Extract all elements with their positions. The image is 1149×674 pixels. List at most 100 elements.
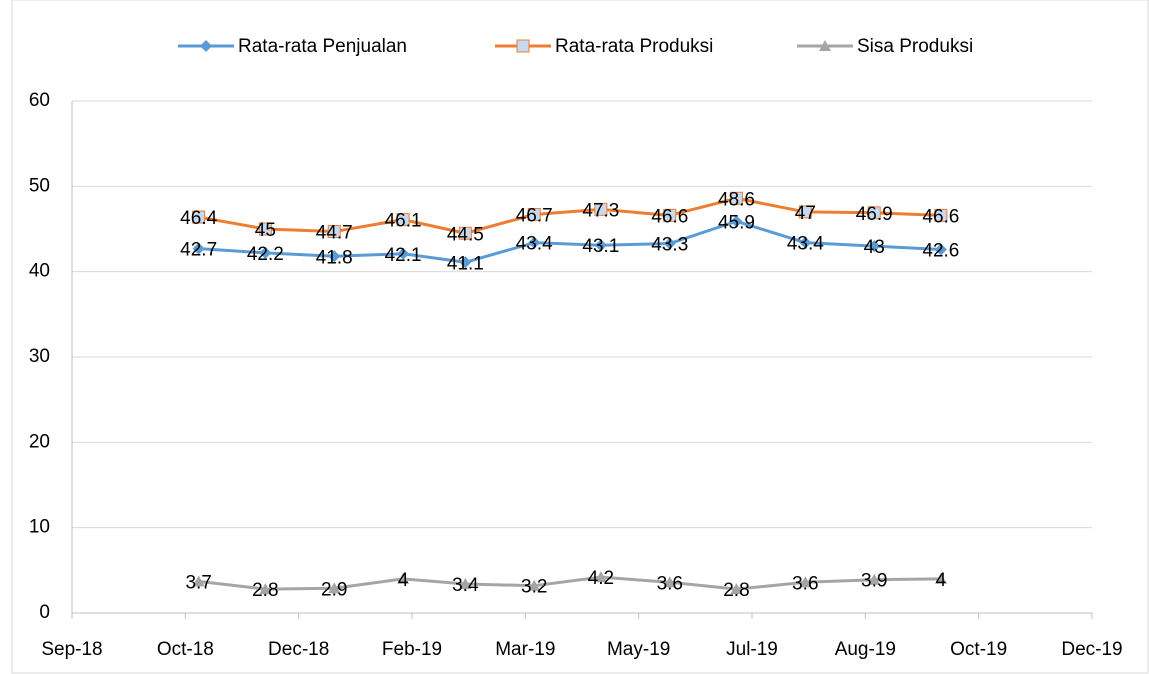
data-label: 48.6 (718, 189, 755, 210)
data-label: 2.8 (723, 580, 749, 601)
point-marker (798, 205, 812, 219)
data-label: 3.6 (657, 573, 683, 594)
legend-marker (819, 40, 831, 51)
x-tick-label: Oct-19 (950, 639, 1007, 660)
series-line (198, 219, 941, 264)
data-label: 43.3 (651, 235, 688, 256)
point-marker (458, 226, 472, 240)
data-label: 46.6 (651, 206, 688, 227)
data-label: 43.4 (787, 234, 824, 255)
point-marker (459, 577, 472, 589)
data-label: 45 (255, 220, 276, 241)
point-marker (328, 582, 341, 594)
data-label: 42.7 (180, 240, 217, 261)
point-marker (663, 576, 676, 588)
data-label: 43.4 (516, 234, 553, 255)
x-tick-label: Oct-18 (157, 639, 214, 660)
point-marker (730, 583, 743, 595)
point-marker (594, 239, 607, 252)
data-label: 3.2 (521, 577, 547, 598)
x-tick-label: May-19 (607, 639, 670, 660)
data-label: 2.9 (321, 579, 347, 600)
legend-label: Rata-rata Penjualan (238, 36, 407, 57)
point-marker (259, 583, 272, 595)
y-tick-label: 0 (39, 602, 50, 623)
point-marker (527, 207, 541, 221)
data-label: 43 (864, 237, 885, 258)
point-marker (328, 250, 341, 263)
point-marker (594, 202, 608, 216)
data-label: 44.5 (447, 224, 484, 245)
x-tick-label: Mar-19 (495, 639, 555, 660)
data-label: 41.1 (447, 253, 484, 274)
point-marker (934, 208, 948, 222)
point-marker (594, 571, 607, 583)
y-tick-label: 50 (29, 175, 50, 196)
point-marker (396, 213, 410, 227)
data-label: 47 (795, 203, 816, 224)
x-tick-label: Dec-19 (1061, 639, 1122, 660)
point-marker (259, 246, 272, 259)
data-label: 46.4 (180, 208, 217, 229)
y-tick-label: 20 (29, 431, 50, 452)
point-marker (934, 572, 947, 584)
data-label: 4.2 (588, 568, 614, 589)
data-label: 47.3 (582, 200, 619, 221)
point-marker (799, 576, 812, 588)
point-marker (934, 243, 947, 256)
y-tick-label: 10 (29, 517, 50, 538)
y-tick-label: 30 (29, 346, 50, 367)
data-label: 4 (398, 570, 409, 591)
data-label: 41.8 (316, 247, 353, 268)
point-marker (258, 222, 272, 236)
data-label: 46.7 (516, 206, 553, 227)
data-label: 3.4 (452, 575, 479, 596)
x-tick-label: Jul-19 (726, 639, 778, 660)
data-label: 45.9 (718, 212, 755, 233)
point-marker (192, 575, 205, 587)
point-marker (528, 579, 541, 591)
series-line (198, 196, 941, 235)
point-marker (397, 572, 410, 584)
point-marker (528, 236, 541, 249)
data-label: 44.7 (316, 223, 353, 244)
point-marker (799, 236, 812, 249)
x-tick-label: Aug-19 (835, 639, 896, 660)
y-tick-label: 40 (29, 261, 50, 282)
point-marker (867, 206, 881, 220)
legend-marker (200, 40, 212, 52)
data-label: 3.7 (185, 572, 211, 593)
data-label: 42.6 (922, 240, 959, 261)
data-label: 43.1 (582, 236, 619, 257)
point-marker (192, 210, 206, 224)
data-label: 3.9 (861, 571, 887, 592)
point-marker (192, 242, 205, 255)
x-tick-label: Sep-18 (41, 639, 102, 660)
data-label: 46.9 (856, 204, 893, 225)
point-marker (868, 573, 881, 585)
legend-label: Sisa Produksi (857, 36, 973, 57)
x-tick-label: Feb-19 (382, 639, 442, 660)
y-tick-label: 60 (29, 90, 50, 111)
data-label: 46.1 (385, 211, 422, 232)
legend-marker (516, 39, 530, 53)
point-marker (663, 208, 677, 222)
data-label: 42.1 (385, 245, 422, 266)
point-marker (397, 247, 410, 260)
point-marker (729, 191, 743, 205)
point-marker (868, 240, 881, 253)
point-marker (459, 256, 472, 269)
data-label: 42.2 (247, 244, 284, 265)
data-label: 4 (936, 570, 947, 591)
point-marker (663, 237, 676, 250)
chart-border (11, 0, 1149, 674)
x-tick-label: Dec-18 (268, 639, 329, 660)
legend-label: Rata-rata Produksi (555, 36, 713, 57)
series-line (198, 575, 941, 591)
data-label: 3.6 (792, 573, 818, 594)
data-label: 2.8 (252, 580, 278, 601)
point-marker (327, 225, 341, 239)
data-label: 46.6 (922, 206, 959, 227)
